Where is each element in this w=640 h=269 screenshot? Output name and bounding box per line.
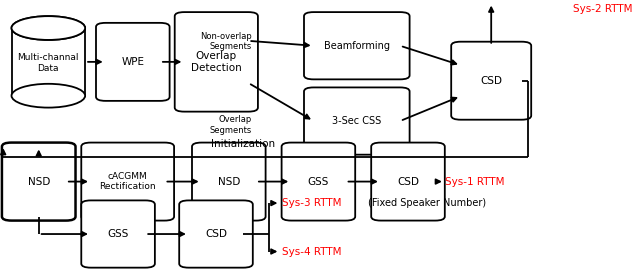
FancyBboxPatch shape [282, 143, 355, 221]
Text: Non-overlap
Segments: Non-overlap Segments [200, 32, 252, 51]
Text: cACGMM
Rectification: cACGMM Rectification [99, 172, 156, 191]
Text: Sys-2 RTTM: Sys-2 RTTM [573, 4, 632, 14]
Text: WPE: WPE [122, 57, 144, 67]
Text: Beamforming: Beamforming [324, 41, 390, 51]
FancyBboxPatch shape [304, 12, 410, 79]
Text: Overlap
Detection: Overlap Detection [191, 51, 242, 73]
Text: (Fixed Speaker Number): (Fixed Speaker Number) [368, 198, 486, 208]
FancyBboxPatch shape [192, 143, 266, 221]
FancyBboxPatch shape [304, 87, 410, 155]
Text: CSD: CSD [397, 176, 419, 187]
Ellipse shape [12, 84, 85, 108]
Text: NSD: NSD [28, 176, 50, 187]
Polygon shape [12, 28, 85, 96]
Text: CSD: CSD [205, 229, 227, 239]
Text: Multi-channal
Data: Multi-channal Data [17, 53, 79, 73]
Text: Overlap
Segments: Overlap Segments [209, 115, 252, 135]
Text: GSS: GSS [108, 229, 129, 239]
Ellipse shape [12, 16, 85, 40]
Text: Sys-3 RTTM: Sys-3 RTTM [282, 198, 341, 208]
Text: Sys-1 RTTM: Sys-1 RTTM [445, 176, 504, 187]
Text: Initialization: Initialization [211, 139, 275, 149]
FancyBboxPatch shape [451, 42, 531, 120]
FancyBboxPatch shape [2, 143, 76, 221]
Text: 3-Sec CSS: 3-Sec CSS [332, 116, 381, 126]
FancyBboxPatch shape [96, 23, 170, 101]
FancyBboxPatch shape [179, 200, 253, 268]
Text: CSD: CSD [480, 76, 502, 86]
FancyBboxPatch shape [371, 143, 445, 221]
Text: NSD: NSD [218, 176, 240, 187]
FancyBboxPatch shape [81, 143, 174, 221]
FancyBboxPatch shape [175, 12, 258, 112]
Text: GSS: GSS [308, 176, 329, 187]
Ellipse shape [12, 16, 85, 40]
Text: Sys-4 RTTM: Sys-4 RTTM [282, 246, 341, 257]
FancyBboxPatch shape [81, 200, 155, 268]
